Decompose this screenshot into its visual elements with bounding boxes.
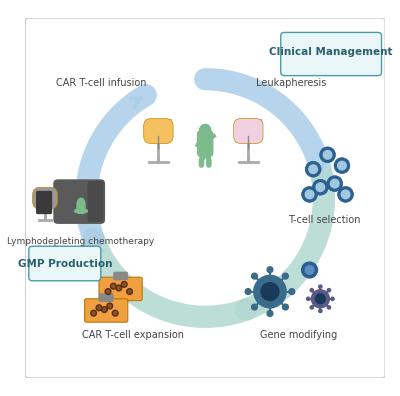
Circle shape [302,187,318,202]
Circle shape [316,183,325,192]
Circle shape [305,161,321,177]
FancyBboxPatch shape [29,246,101,281]
Text: GMP Production: GMP Production [18,259,112,268]
Circle shape [252,304,258,310]
Circle shape [320,147,336,163]
Circle shape [327,306,330,309]
Circle shape [252,273,258,279]
Text: Gene modifying: Gene modifying [260,330,337,340]
Circle shape [108,305,111,307]
Circle shape [309,165,318,173]
FancyBboxPatch shape [54,180,104,223]
Circle shape [121,282,127,287]
Circle shape [245,289,251,295]
FancyBboxPatch shape [99,277,142,301]
FancyBboxPatch shape [37,192,52,213]
Circle shape [117,287,120,289]
Circle shape [96,305,102,310]
Circle shape [116,285,122,291]
Circle shape [316,294,325,304]
Circle shape [338,187,354,202]
Circle shape [302,262,318,278]
Circle shape [282,273,288,279]
FancyBboxPatch shape [33,187,57,209]
Circle shape [319,309,322,312]
Text: Clinical Management: Clinical Management [269,47,393,57]
Circle shape [331,297,334,301]
Circle shape [78,198,84,205]
Text: CAR T-cell expansion: CAR T-cell expansion [82,330,184,340]
Circle shape [312,179,328,195]
FancyBboxPatch shape [198,131,213,156]
Circle shape [91,310,96,316]
Circle shape [107,303,113,309]
Circle shape [112,285,115,287]
Circle shape [289,289,295,295]
Text: T-cell selection: T-cell selection [288,215,360,225]
FancyBboxPatch shape [281,32,382,76]
Circle shape [112,310,118,316]
FancyBboxPatch shape [88,182,102,221]
Circle shape [323,150,332,159]
Circle shape [327,289,330,292]
Circle shape [98,307,100,309]
Circle shape [338,161,346,170]
FancyBboxPatch shape [114,272,127,280]
Circle shape [254,275,286,308]
Circle shape [261,283,279,301]
Circle shape [319,285,322,288]
Circle shape [105,289,111,295]
Circle shape [310,289,313,292]
Circle shape [92,312,95,314]
Circle shape [334,158,350,173]
FancyBboxPatch shape [25,18,385,378]
Circle shape [267,310,273,316]
Circle shape [330,179,339,188]
FancyBboxPatch shape [84,299,128,322]
FancyBboxPatch shape [100,294,113,301]
Circle shape [311,290,329,308]
Circle shape [114,312,117,314]
Text: Leukapheresis: Leukapheresis [256,78,327,88]
Text: Lymphodepleting chemotherapy: Lymphodepleting chemotherapy [7,237,155,246]
Circle shape [102,307,107,312]
Circle shape [110,283,116,289]
Circle shape [267,267,273,272]
FancyBboxPatch shape [234,118,263,143]
Circle shape [282,304,288,310]
Circle shape [327,176,343,192]
Circle shape [106,290,110,293]
Circle shape [310,306,313,309]
Text: CAR T-cell infusion: CAR T-cell infusion [56,78,146,88]
Circle shape [306,297,310,301]
Circle shape [305,190,314,199]
Circle shape [127,289,132,295]
FancyBboxPatch shape [144,118,173,143]
Circle shape [200,124,211,135]
Circle shape [123,283,126,286]
FancyBboxPatch shape [77,202,85,213]
Circle shape [103,308,106,311]
Circle shape [341,190,350,199]
Circle shape [305,266,314,274]
Circle shape [128,290,131,293]
